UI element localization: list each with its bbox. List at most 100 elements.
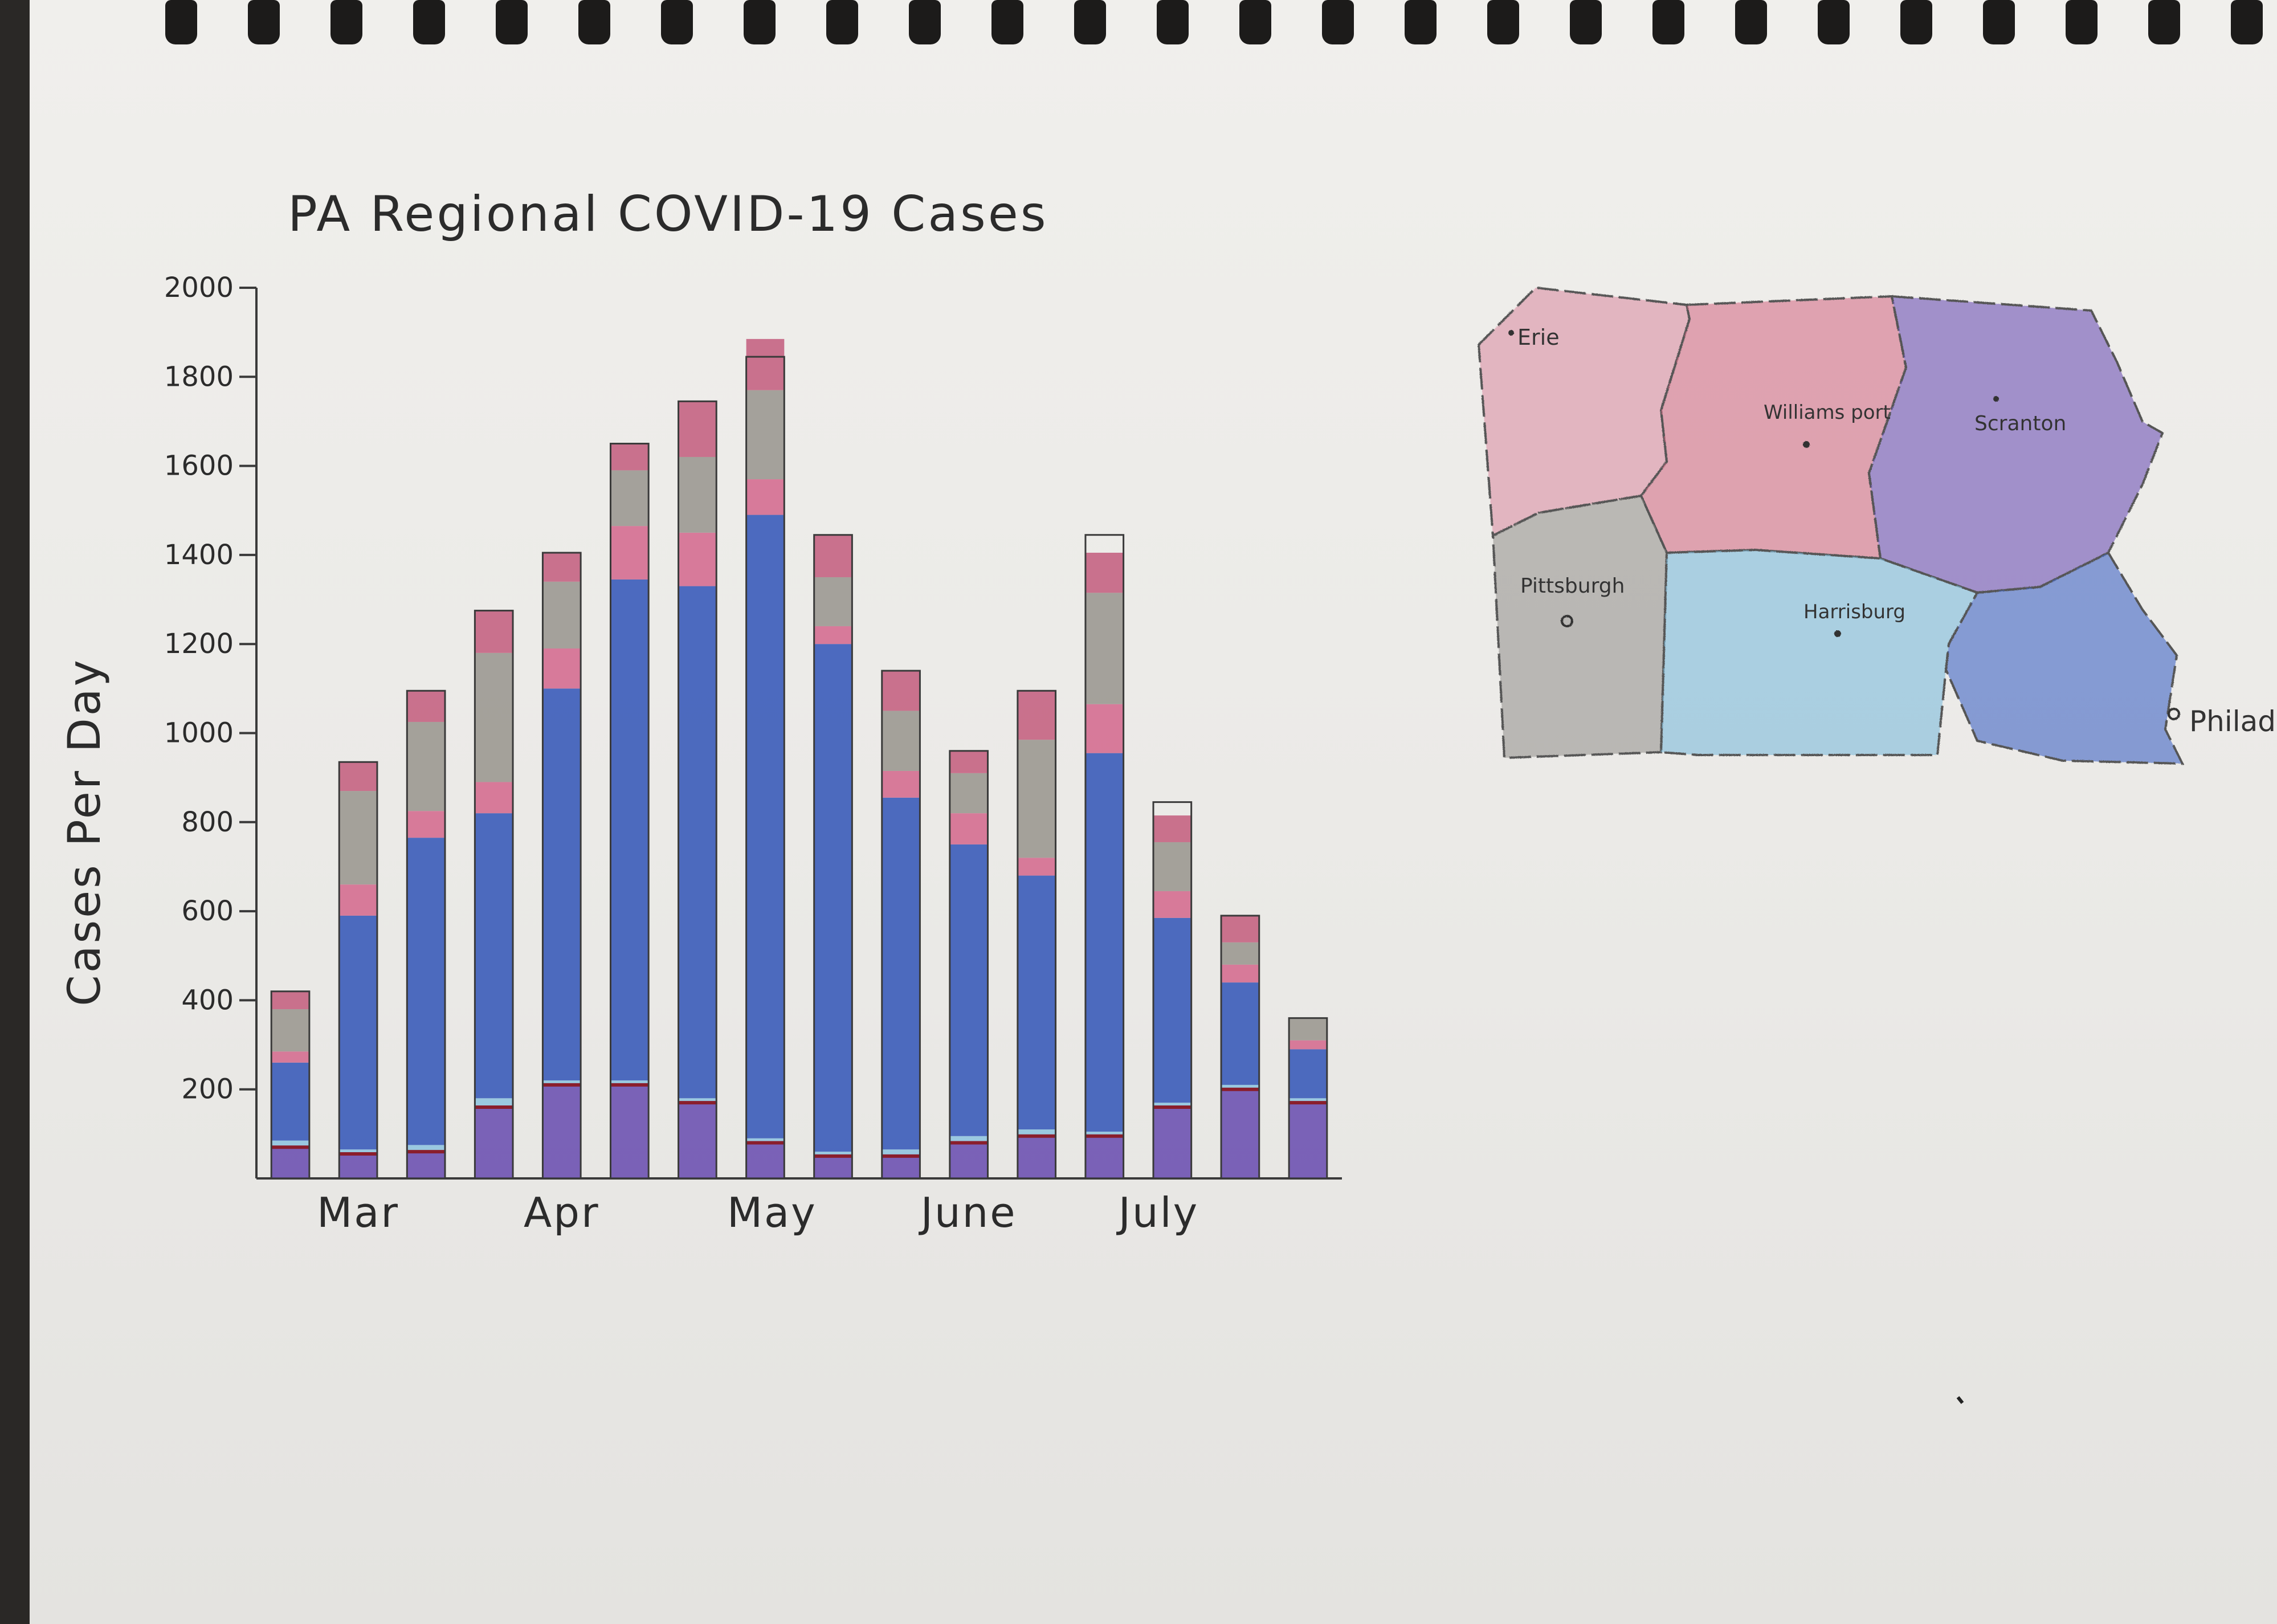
map-label-scranton: Scranton	[1974, 412, 2066, 435]
spiral-ring	[1983, 0, 2015, 44]
bar-segment-harrisburg	[1153, 1103, 1191, 1107]
bar-segment-williamsport	[949, 813, 988, 844]
spiral-ring	[744, 0, 776, 44]
bar-segment-erie	[678, 401, 717, 457]
spiral-ring	[165, 0, 197, 44]
bar-segment-pittsburgh	[746, 390, 785, 480]
spiral-ring	[1405, 0, 1437, 44]
bar-segment-scranton	[1221, 1089, 1259, 1178]
bar-segment-erie	[882, 671, 920, 711]
bar-segment-scranton	[475, 1107, 513, 1178]
bar-segment-harrisburg	[678, 1098, 717, 1103]
y-axis-label: Cases Per Day	[59, 658, 111, 1006]
spiral-ring	[413, 0, 445, 44]
spiral-ring	[1570, 0, 1602, 44]
bar-segment-harrisburg	[475, 1098, 513, 1107]
bar-segment-scranton	[1153, 1107, 1191, 1178]
bar-segment-philadelphia	[271, 1062, 309, 1141]
bar-segment-pittsburgh	[1017, 740, 1056, 858]
y-tick-label: 1400	[164, 539, 234, 571]
bar-segment-harrisburg	[1017, 1129, 1056, 1136]
bar-segment-philadelphia	[1289, 1049, 1327, 1099]
bar-stacks	[270, 338, 1328, 1180]
spiral-ring	[578, 0, 610, 44]
y-tick-label: 2000	[164, 272, 234, 304]
bar-segment-williamsport	[542, 648, 581, 689]
bar-segment-erie	[949, 750, 988, 773]
bar-segment-philadelphia	[407, 838, 445, 1145]
map-label-williamsport: Williams port	[1764, 401, 1891, 424]
map-label-harrisburg: Harrisburg	[1803, 601, 1905, 623]
bar-segment-williamsport	[339, 884, 377, 916]
bar-segment-philadelphia	[542, 688, 581, 1081]
spiral-ring	[661, 0, 693, 44]
bar-segment-philadelphia	[746, 515, 785, 1139]
bar-segment-harrisburg	[746, 1138, 785, 1143]
bar-segment-pittsburgh	[882, 711, 920, 771]
bar-segment-harrisburg	[271, 1140, 309, 1148]
y-axis-ticks: 200 400 600 800 1000 1200 1400 1600 1800 2000	[164, 272, 256, 1105]
map-label-pittsburgh: Pittsburgh	[1520, 574, 1625, 598]
bar-segment-harrisburg	[882, 1149, 920, 1156]
spiral-ring	[496, 0, 528, 44]
bar-segment-erie	[1153, 815, 1191, 842]
harrisburg-marker	[1834, 630, 1841, 637]
bar-segment-harrisburg	[610, 1080, 649, 1085]
x-axis-ticks: Mar Apr May June July	[317, 1189, 1197, 1237]
bar-outline	[474, 610, 514, 1180]
scranton-marker	[1993, 396, 1999, 402]
bar-segment-pittsburgh	[475, 652, 513, 782]
spiral-ring	[1900, 0, 1932, 44]
bar-segment-erie	[746, 338, 785, 390]
x-tick-label: Mar	[317, 1189, 399, 1237]
bar-segment-williamsport	[882, 770, 920, 798]
pittsburgh-marker	[1561, 615, 1573, 627]
bar-segment-erie	[610, 443, 649, 471]
bar-segment-pittsburgh	[1085, 593, 1124, 704]
spiral-ring	[826, 0, 858, 44]
bar-outline	[1084, 534, 1125, 1180]
bar-segment-scranton	[271, 1147, 309, 1178]
bar-segment-pittsburgh	[407, 721, 445, 811]
bar-segment-williamsport	[1017, 858, 1056, 876]
bar-outline	[678, 400, 717, 1180]
y-tick-label: 400	[181, 984, 234, 1016]
spiral-ring	[248, 0, 280, 44]
bar-segment-pittsburgh	[949, 773, 988, 814]
bar-segment-harrisburg	[407, 1145, 445, 1152]
spiral-ring	[991, 0, 1023, 44]
bar-segment-erie	[475, 610, 513, 653]
bar-segment-pittsburgh	[610, 470, 649, 527]
bar-segment-pittsburgh	[1221, 942, 1259, 965]
bar-segment-philadelphia	[475, 813, 513, 1099]
bar-segment-scranton	[1085, 1136, 1124, 1178]
bar-segment-philadelphia	[949, 844, 988, 1136]
bar-outline	[949, 750, 989, 1180]
bar-segment-pittsburgh	[1289, 1018, 1327, 1040]
bar-outline	[338, 761, 378, 1180]
y-tick-label: 1200	[164, 628, 234, 660]
spiral-ring	[909, 0, 941, 44]
bar-segment-scranton	[678, 1103, 717, 1178]
spiral-ring	[1735, 0, 1767, 44]
bar-segment-williamsport	[1153, 891, 1191, 918]
bar-segment-harrisburg	[339, 1149, 377, 1154]
bar-segment-williamsport	[271, 1051, 309, 1063]
bar-segment-pittsburgh	[814, 577, 852, 626]
bar-segment-pittsburgh	[271, 1009, 309, 1052]
y-tick-label: 1800	[164, 361, 234, 393]
spiral-ring	[1157, 0, 1189, 44]
bar-outline	[881, 670, 921, 1180]
bar-segment-scranton	[882, 1156, 920, 1178]
bar-segment-harrisburg	[1221, 1084, 1259, 1090]
spiral-ring	[2231, 0, 2263, 44]
bar-segment-williamsport	[1085, 704, 1124, 753]
bar-segment-harrisburg	[814, 1152, 852, 1156]
bar-outline	[813, 534, 853, 1180]
x-tick-label: June	[919, 1189, 1017, 1237]
spiral-ring	[1652, 0, 1684, 44]
spiral-ring	[1074, 0, 1106, 44]
y-tick-label: 800	[181, 806, 234, 838]
